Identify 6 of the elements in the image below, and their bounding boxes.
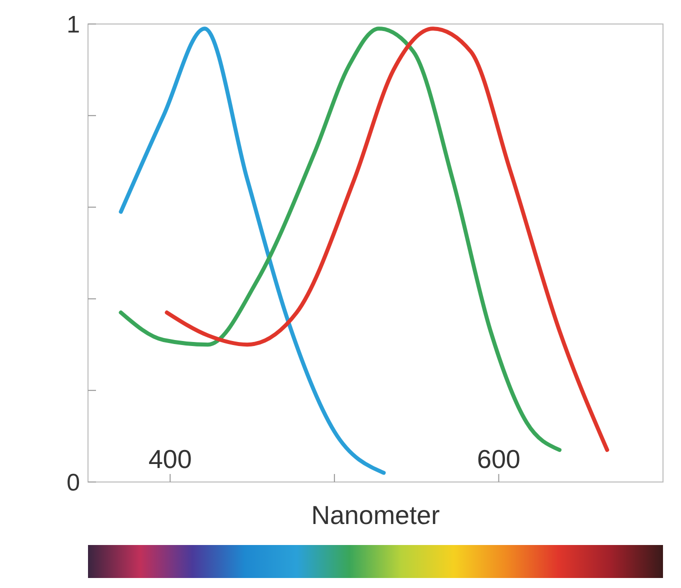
y-tick-label: 1 — [66, 11, 80, 38]
x-tick-label: 400 — [148, 444, 192, 474]
line-series — [118, 26, 386, 475]
y-tick-label: 0 — [66, 469, 80, 496]
x-tick-label: 600 — [477, 444, 520, 474]
x-axis-title: Nanometer — [311, 500, 440, 530]
